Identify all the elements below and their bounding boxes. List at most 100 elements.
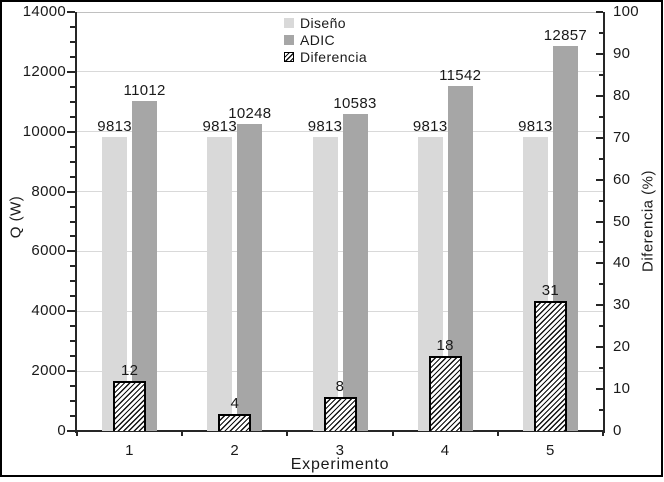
- gridline: [77, 310, 603, 312]
- left-axis-tick: [70, 385, 75, 388]
- right-axis-tick-label: 20: [613, 338, 631, 356]
- left-axis-tick: [70, 235, 75, 238]
- bar-diseño-3: [312, 137, 338, 431]
- right-axis-tick: [599, 31, 603, 34]
- right-axis-tick: [599, 115, 603, 118]
- left-axis-tick: [70, 160, 75, 163]
- left-axis-tick: [67, 190, 75, 193]
- right-axis-tick-label: 80: [613, 86, 631, 104]
- category-label: 1: [125, 442, 135, 459]
- x-axis-tick: [76, 432, 78, 436]
- right-axis-tick: [596, 262, 603, 265]
- category-label: 2: [230, 442, 240, 459]
- x-axis-tick: [602, 432, 604, 436]
- left-axis-tick: [70, 265, 75, 268]
- value-label-diseño-2: 9813: [202, 118, 238, 136]
- legend: Diseño ADIC Diferencia: [284, 15, 367, 65]
- right-axis-tick-label: 70: [613, 128, 631, 146]
- value-label-diseño-4: 9813: [412, 118, 448, 136]
- right-axis-tick: [599, 241, 603, 244]
- right-axis-tick: [599, 409, 603, 412]
- left-axis-tick-label: 2000: [31, 362, 66, 380]
- left-axis-tick: [67, 70, 75, 73]
- right-axis-title: Diferencia (%): [639, 169, 657, 273]
- left-axis-tick-label: 12000: [22, 62, 66, 80]
- x-axis-line: [75, 430, 605, 432]
- right-axis-tick: [599, 199, 603, 202]
- left-axis-tick: [67, 370, 75, 373]
- value-label-diseño-5: 9813: [518, 118, 553, 136]
- left-axis-tick: [70, 325, 75, 328]
- value-label-diferencia-1: 12: [120, 361, 139, 379]
- right-axis-tick: [596, 346, 603, 349]
- x-axis-title: Experimento: [290, 456, 390, 473]
- left-axis-tick: [70, 355, 75, 358]
- bar-adic-2: [237, 124, 263, 431]
- left-axis-tick-label: 10000: [22, 122, 66, 140]
- bar-adic-3: [342, 114, 368, 431]
- right-axis-tick: [599, 157, 603, 160]
- left-axis-tick: [70, 295, 75, 298]
- gridline: [77, 250, 603, 252]
- left-axis-tick: [70, 25, 75, 28]
- category-label: 3: [335, 442, 345, 459]
- left-axis-tick: [67, 310, 75, 313]
- left-axis-tick: [70, 280, 75, 283]
- left-axis-tick: [70, 145, 75, 148]
- right-axis-tick: [596, 11, 603, 13]
- bar-diferencia-2: [218, 414, 252, 431]
- left-axis-line: [75, 12, 77, 433]
- bar-adic-1: [132, 101, 158, 431]
- legend-swatch-adic-icon: [284, 34, 294, 45]
- left-axis-title: Q (W): [7, 195, 25, 239]
- right-axis-tick: [599, 367, 603, 370]
- gridline: [77, 131, 603, 133]
- value-label-adic-2: 10248: [228, 105, 272, 123]
- left-axis-tick: [67, 130, 75, 133]
- value-label-diferencia-5: 31: [541, 282, 560, 300]
- legend-label-adic: ADIC: [300, 31, 336, 48]
- category-label: 4: [440, 442, 450, 459]
- value-label-adic-1: 11012: [123, 82, 166, 100]
- left-axis-tick: [70, 340, 75, 343]
- x-axis-tick: [286, 432, 289, 436]
- right-axis-tick: [599, 325, 603, 328]
- right-axis-tick-label: 50: [613, 212, 631, 230]
- legend-item-diseno: Diseño: [284, 15, 367, 31]
- category-label: 5: [545, 442, 555, 459]
- left-axis-tick-label: 8000: [31, 182, 66, 200]
- x-axis-tick: [181, 432, 184, 436]
- left-axis-tick: [70, 100, 75, 103]
- bar-diseño-2: [207, 137, 233, 431]
- bar-diferencia-4: [428, 355, 462, 431]
- right-axis-line: [603, 12, 605, 433]
- right-axis-tick: [596, 304, 603, 307]
- right-axis-tick: [599, 283, 603, 286]
- right-axis-tick: [596, 430, 603, 432]
- left-axis-tick-label: 14000: [22, 3, 66, 20]
- x-axis-tick: [391, 432, 394, 436]
- left-axis-tick: [70, 400, 75, 403]
- gridline: [77, 191, 603, 193]
- legend-item-diferencia: Diferencia: [284, 49, 367, 65]
- left-axis-tick: [70, 40, 75, 43]
- right-axis-tick-label: 100: [613, 3, 639, 20]
- right-axis-tick: [596, 94, 603, 97]
- legend-item-adic: ADIC: [284, 31, 367, 48]
- value-label-adic-3: 10583: [333, 95, 377, 113]
- x-axis-tick: [496, 432, 499, 436]
- right-axis-tick-label: 0: [613, 422, 622, 439]
- gridline: [77, 71, 603, 73]
- right-axis-tick-label: 10: [613, 380, 631, 398]
- left-axis-tick-label: 4000: [31, 302, 66, 320]
- value-label-diferencia-4: 18: [436, 336, 454, 354]
- value-label-diseño-3: 9813: [307, 118, 343, 136]
- right-axis-tick-label: 60: [613, 170, 631, 188]
- left-axis-tick: [67, 250, 75, 253]
- left-axis-tick: [70, 415, 75, 418]
- right-axis-tick-label: 30: [613, 296, 631, 314]
- left-axis-tick: [67, 430, 75, 432]
- left-axis-tick: [70, 55, 75, 58]
